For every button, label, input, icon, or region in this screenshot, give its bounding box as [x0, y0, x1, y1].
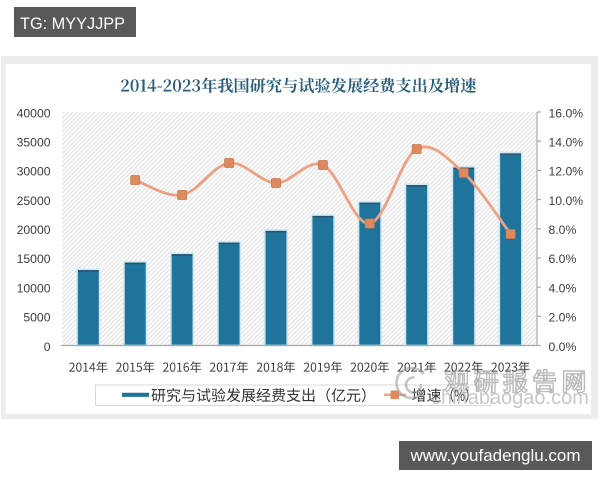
svg-text:35000: 35000 — [17, 136, 51, 150]
svg-text:15000: 15000 — [17, 252, 51, 266]
svg-text:4.0%: 4.0% — [549, 281, 577, 295]
svg-text:30000: 30000 — [17, 165, 51, 179]
svg-text:40000: 40000 — [17, 106, 51, 120]
svg-text:2.0%: 2.0% — [549, 311, 577, 325]
svg-text:12.0%: 12.0% — [549, 165, 584, 179]
svg-text:0: 0 — [44, 340, 51, 354]
svg-text:chinabaogao.com: chinabaogao.com — [431, 387, 589, 409]
svg-text:6.0%: 6.0% — [549, 252, 577, 266]
svg-text:10000: 10000 — [17, 281, 51, 295]
svg-text:20000: 20000 — [17, 223, 51, 237]
svg-text:0.0%: 0.0% — [549, 340, 577, 354]
svg-text:16.0%: 16.0% — [549, 106, 584, 120]
svg-text:14.0%: 14.0% — [549, 136, 584, 150]
svg-text:25000: 25000 — [17, 194, 51, 208]
svg-text:10.0%: 10.0% — [549, 194, 584, 208]
svg-text:8.0%: 8.0% — [549, 223, 577, 237]
svg-text:5000: 5000 — [23, 311, 50, 325]
